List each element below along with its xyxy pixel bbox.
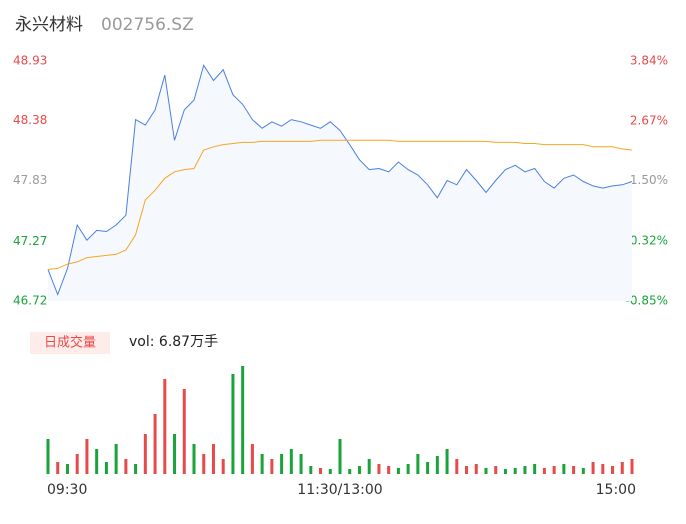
y-tick-label: 48.93 bbox=[13, 54, 47, 68]
x-tick-label: 11:30/13:00 bbox=[297, 482, 382, 498]
volume-bar bbox=[465, 466, 469, 474]
volume-bar bbox=[124, 459, 128, 474]
volume-bar bbox=[572, 466, 576, 474]
volume-bar bbox=[104, 462, 108, 474]
y-tick-label: 46.72 bbox=[13, 294, 47, 308]
volume-bar bbox=[377, 464, 381, 474]
volume-bar bbox=[309, 466, 313, 474]
volume-bar bbox=[270, 459, 274, 474]
volume-bar bbox=[250, 444, 254, 474]
y-tick-label: 48.38 bbox=[13, 113, 47, 127]
volume-bar bbox=[221, 459, 225, 474]
volume-bar bbox=[65, 464, 69, 474]
legend-label: 日成交量 bbox=[44, 335, 96, 351]
volume-bar bbox=[319, 468, 323, 474]
volume-bar bbox=[474, 464, 478, 474]
volume-bar bbox=[503, 469, 507, 474]
volume-bar bbox=[611, 466, 615, 474]
volume-bar bbox=[153, 414, 157, 474]
volume-bar bbox=[562, 464, 566, 474]
volume-bar bbox=[513, 468, 517, 474]
y2-tick-label: 3.84% bbox=[630, 54, 668, 68]
y-tick-label: 47.27 bbox=[13, 234, 47, 248]
volume-bar bbox=[280, 454, 284, 474]
volume-bar bbox=[455, 459, 459, 474]
volume-bar bbox=[426, 462, 430, 474]
x-tick-label: 09:30 bbox=[47, 482, 87, 498]
volume-bar bbox=[552, 466, 556, 474]
volume-bar bbox=[435, 456, 439, 474]
y-tick-label: 47.83 bbox=[13, 173, 47, 187]
volume-bar bbox=[85, 439, 89, 474]
volume-bar bbox=[289, 449, 293, 474]
volume-bar bbox=[192, 444, 196, 474]
volume-bar bbox=[542, 468, 546, 474]
volume-bar bbox=[620, 462, 624, 474]
volume-bar bbox=[484, 468, 488, 474]
volume-bar bbox=[416, 454, 420, 474]
volume-bar bbox=[231, 374, 235, 474]
volume-bar bbox=[387, 466, 391, 474]
volume-bar bbox=[241, 366, 245, 474]
volume-annotation: vol: 6.87万手 bbox=[129, 334, 218, 350]
y2-tick-label: 2.67% bbox=[630, 113, 668, 127]
volume-bar bbox=[523, 466, 527, 474]
x-tick-label: 15:00 bbox=[596, 482, 636, 498]
volume-bar bbox=[260, 454, 264, 474]
volume-bar bbox=[396, 468, 400, 474]
volume-bar bbox=[406, 464, 410, 474]
stock-name: 永兴材料 bbox=[15, 15, 83, 35]
price-area bbox=[48, 65, 632, 301]
volume-bar bbox=[299, 454, 303, 474]
volume-bar bbox=[163, 379, 167, 474]
volume-bar bbox=[630, 459, 634, 474]
legend-box bbox=[30, 332, 110, 354]
volume-bar bbox=[56, 462, 60, 474]
volume-bar bbox=[46, 439, 50, 474]
volume-bar bbox=[202, 454, 206, 474]
series-line bbox=[47, 64, 633, 296]
volume-bar bbox=[357, 466, 361, 474]
volume-bar bbox=[211, 444, 215, 474]
volume-bar bbox=[445, 449, 449, 474]
volume-bar bbox=[533, 464, 537, 474]
volume-bar bbox=[494, 466, 498, 474]
volume-bar bbox=[114, 444, 118, 474]
volume-bar bbox=[338, 439, 342, 474]
volume-bar bbox=[134, 464, 138, 474]
volume-bar bbox=[182, 389, 186, 474]
volume-bar bbox=[75, 454, 79, 474]
volume-bar bbox=[143, 434, 147, 474]
volume-bar bbox=[95, 449, 99, 474]
volume-bar bbox=[367, 459, 371, 474]
volume-bar bbox=[581, 468, 585, 474]
y2-tick-label: -0.85% bbox=[626, 294, 668, 308]
y2-tick-label: 0.32% bbox=[630, 234, 668, 248]
stock-code: 002756.SZ bbox=[101, 15, 194, 35]
volume-bar bbox=[328, 469, 332, 474]
volume-bar bbox=[591, 462, 595, 474]
volume-bar bbox=[173, 434, 177, 474]
y2-tick-label: 1.50% bbox=[630, 173, 668, 187]
series-line bbox=[47, 139, 633, 270]
volume-bar bbox=[348, 469, 352, 474]
volume-bar bbox=[601, 464, 605, 474]
